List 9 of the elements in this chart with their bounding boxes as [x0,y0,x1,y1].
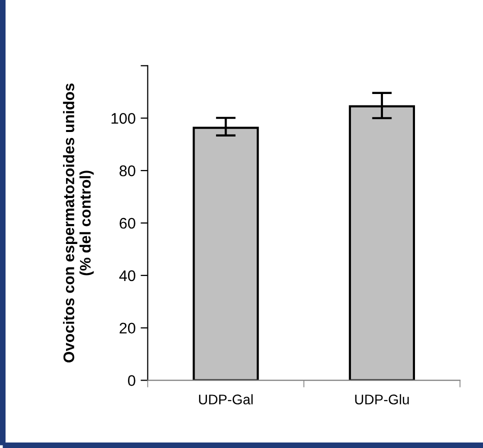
x-tick-label: UDP-Glu [355,394,409,404]
y-tick-label: 40 [119,270,136,282]
x-tick-label: UDP-Gal [199,394,253,404]
y-tick-label: 60 [120,218,136,229]
y-tick-label: 100 [112,113,136,124]
y-tick-label: 80 [120,165,136,176]
y-axis-title: Ovocitos con espermatozoides unidos (% del control) [63,84,94,362]
y-tick-label: 20 [120,322,136,334]
y-tick-label: 0 [128,375,136,386]
